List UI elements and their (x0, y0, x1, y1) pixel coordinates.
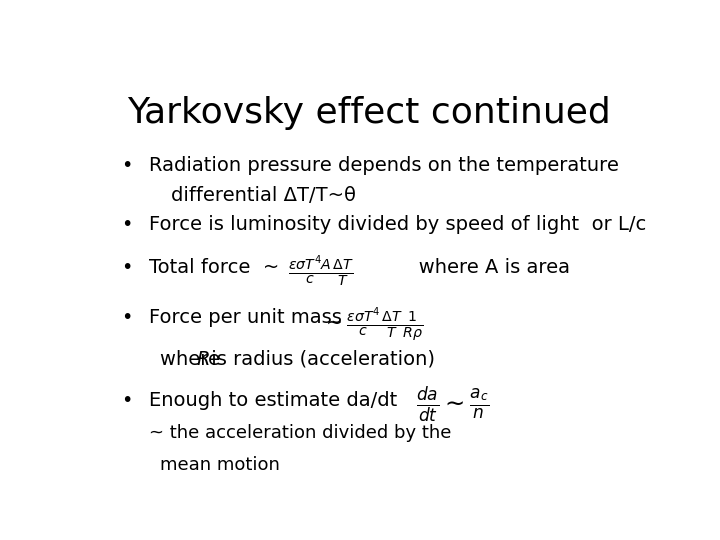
Text: Force per unit mass: Force per unit mass (148, 308, 341, 327)
Text: Radiation pressure depends on the temperature: Radiation pressure depends on the temper… (148, 156, 618, 176)
Text: $\frac{da}{dt} \sim \frac{a_c}{n}$: $\frac{da}{dt} \sim \frac{a_c}{n}$ (416, 385, 490, 424)
Text: $\sim \frac{\epsilon\sigma T^4}{c} \frac{\Delta T}{T} \frac{1}{R\rho}$: $\sim \frac{\epsilon\sigma T^4}{c} \frac… (322, 306, 423, 344)
Text: Yarkovsky effect continued: Yarkovsky effect continued (127, 96, 611, 130)
Text: Force is luminosity divided by speed of light  or L/c: Force is luminosity divided by speed of … (148, 215, 646, 234)
Text: differential ΔT/T~θ: differential ΔT/T~θ (171, 186, 356, 205)
Text: ~ the acceleration divided by the: ~ the acceleration divided by the (148, 424, 451, 442)
Text: $\frac{\epsilon\sigma T^4 A}{c} \frac{\Delta T}{T}$: $\frac{\epsilon\sigma T^4 A}{c} \frac{\D… (288, 255, 354, 289)
Text: •: • (121, 215, 132, 234)
Text: •: • (121, 156, 132, 176)
Text: R: R (196, 349, 210, 369)
Text: is radius (acceleration): is radius (acceleration) (205, 349, 435, 369)
Text: •: • (121, 258, 132, 277)
Text: where: where (160, 349, 226, 369)
Text: •: • (121, 391, 132, 410)
Text: Total force  ~: Total force ~ (148, 258, 279, 277)
Text: mean motion: mean motion (160, 456, 279, 474)
Text: Enough to estimate da/dt: Enough to estimate da/dt (148, 391, 397, 410)
Text: where A is area: where A is area (400, 258, 570, 277)
Text: •: • (121, 308, 132, 327)
